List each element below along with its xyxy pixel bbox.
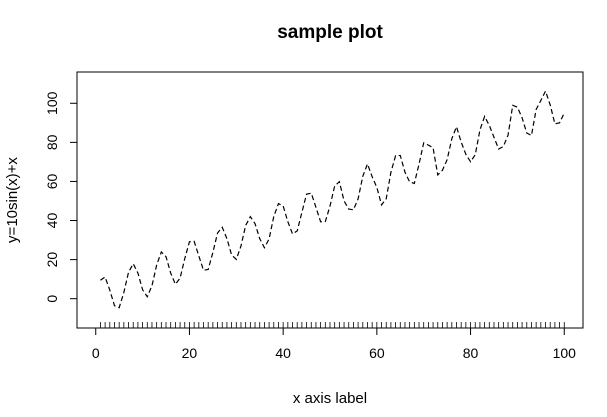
x-tick-label: 40 [275,345,291,361]
y-tick-label: 0 [44,295,60,303]
data-point [202,269,205,272]
x-tick-label: 0 [92,345,100,361]
plot-frame [76,71,584,329]
y-axis-label: y=10sin(x)+x [4,157,21,243]
x-axis: 0 20 40 60 80 100 [92,327,577,361]
data-point [300,211,303,214]
series-line [100,89,565,309]
x-axis-label: x axis label [293,390,367,407]
y-axis: 0 20 40 60 80 100 [44,91,78,303]
y-tick-label: 60 [44,173,60,189]
data-points [99,90,566,310]
data-point [418,163,421,166]
data-point [375,186,378,189]
data-point [563,111,566,114]
data-point [230,253,233,256]
chart-title: sample plot [277,22,383,43]
x-tick-label: 80 [463,345,479,361]
x-rug [100,322,565,328]
data-point [174,283,177,286]
y-tick-label: 20 [44,252,60,268]
x-tick-label: 60 [369,345,385,361]
x-tick-label: 20 [182,345,198,361]
y-tick-label: 100 [44,91,60,115]
data-point [432,146,435,149]
y-tick-label: 80 [44,134,60,150]
x-tick-label: 100 [553,345,577,361]
data-point [478,128,481,131]
y-tick-label: 40 [44,213,60,229]
